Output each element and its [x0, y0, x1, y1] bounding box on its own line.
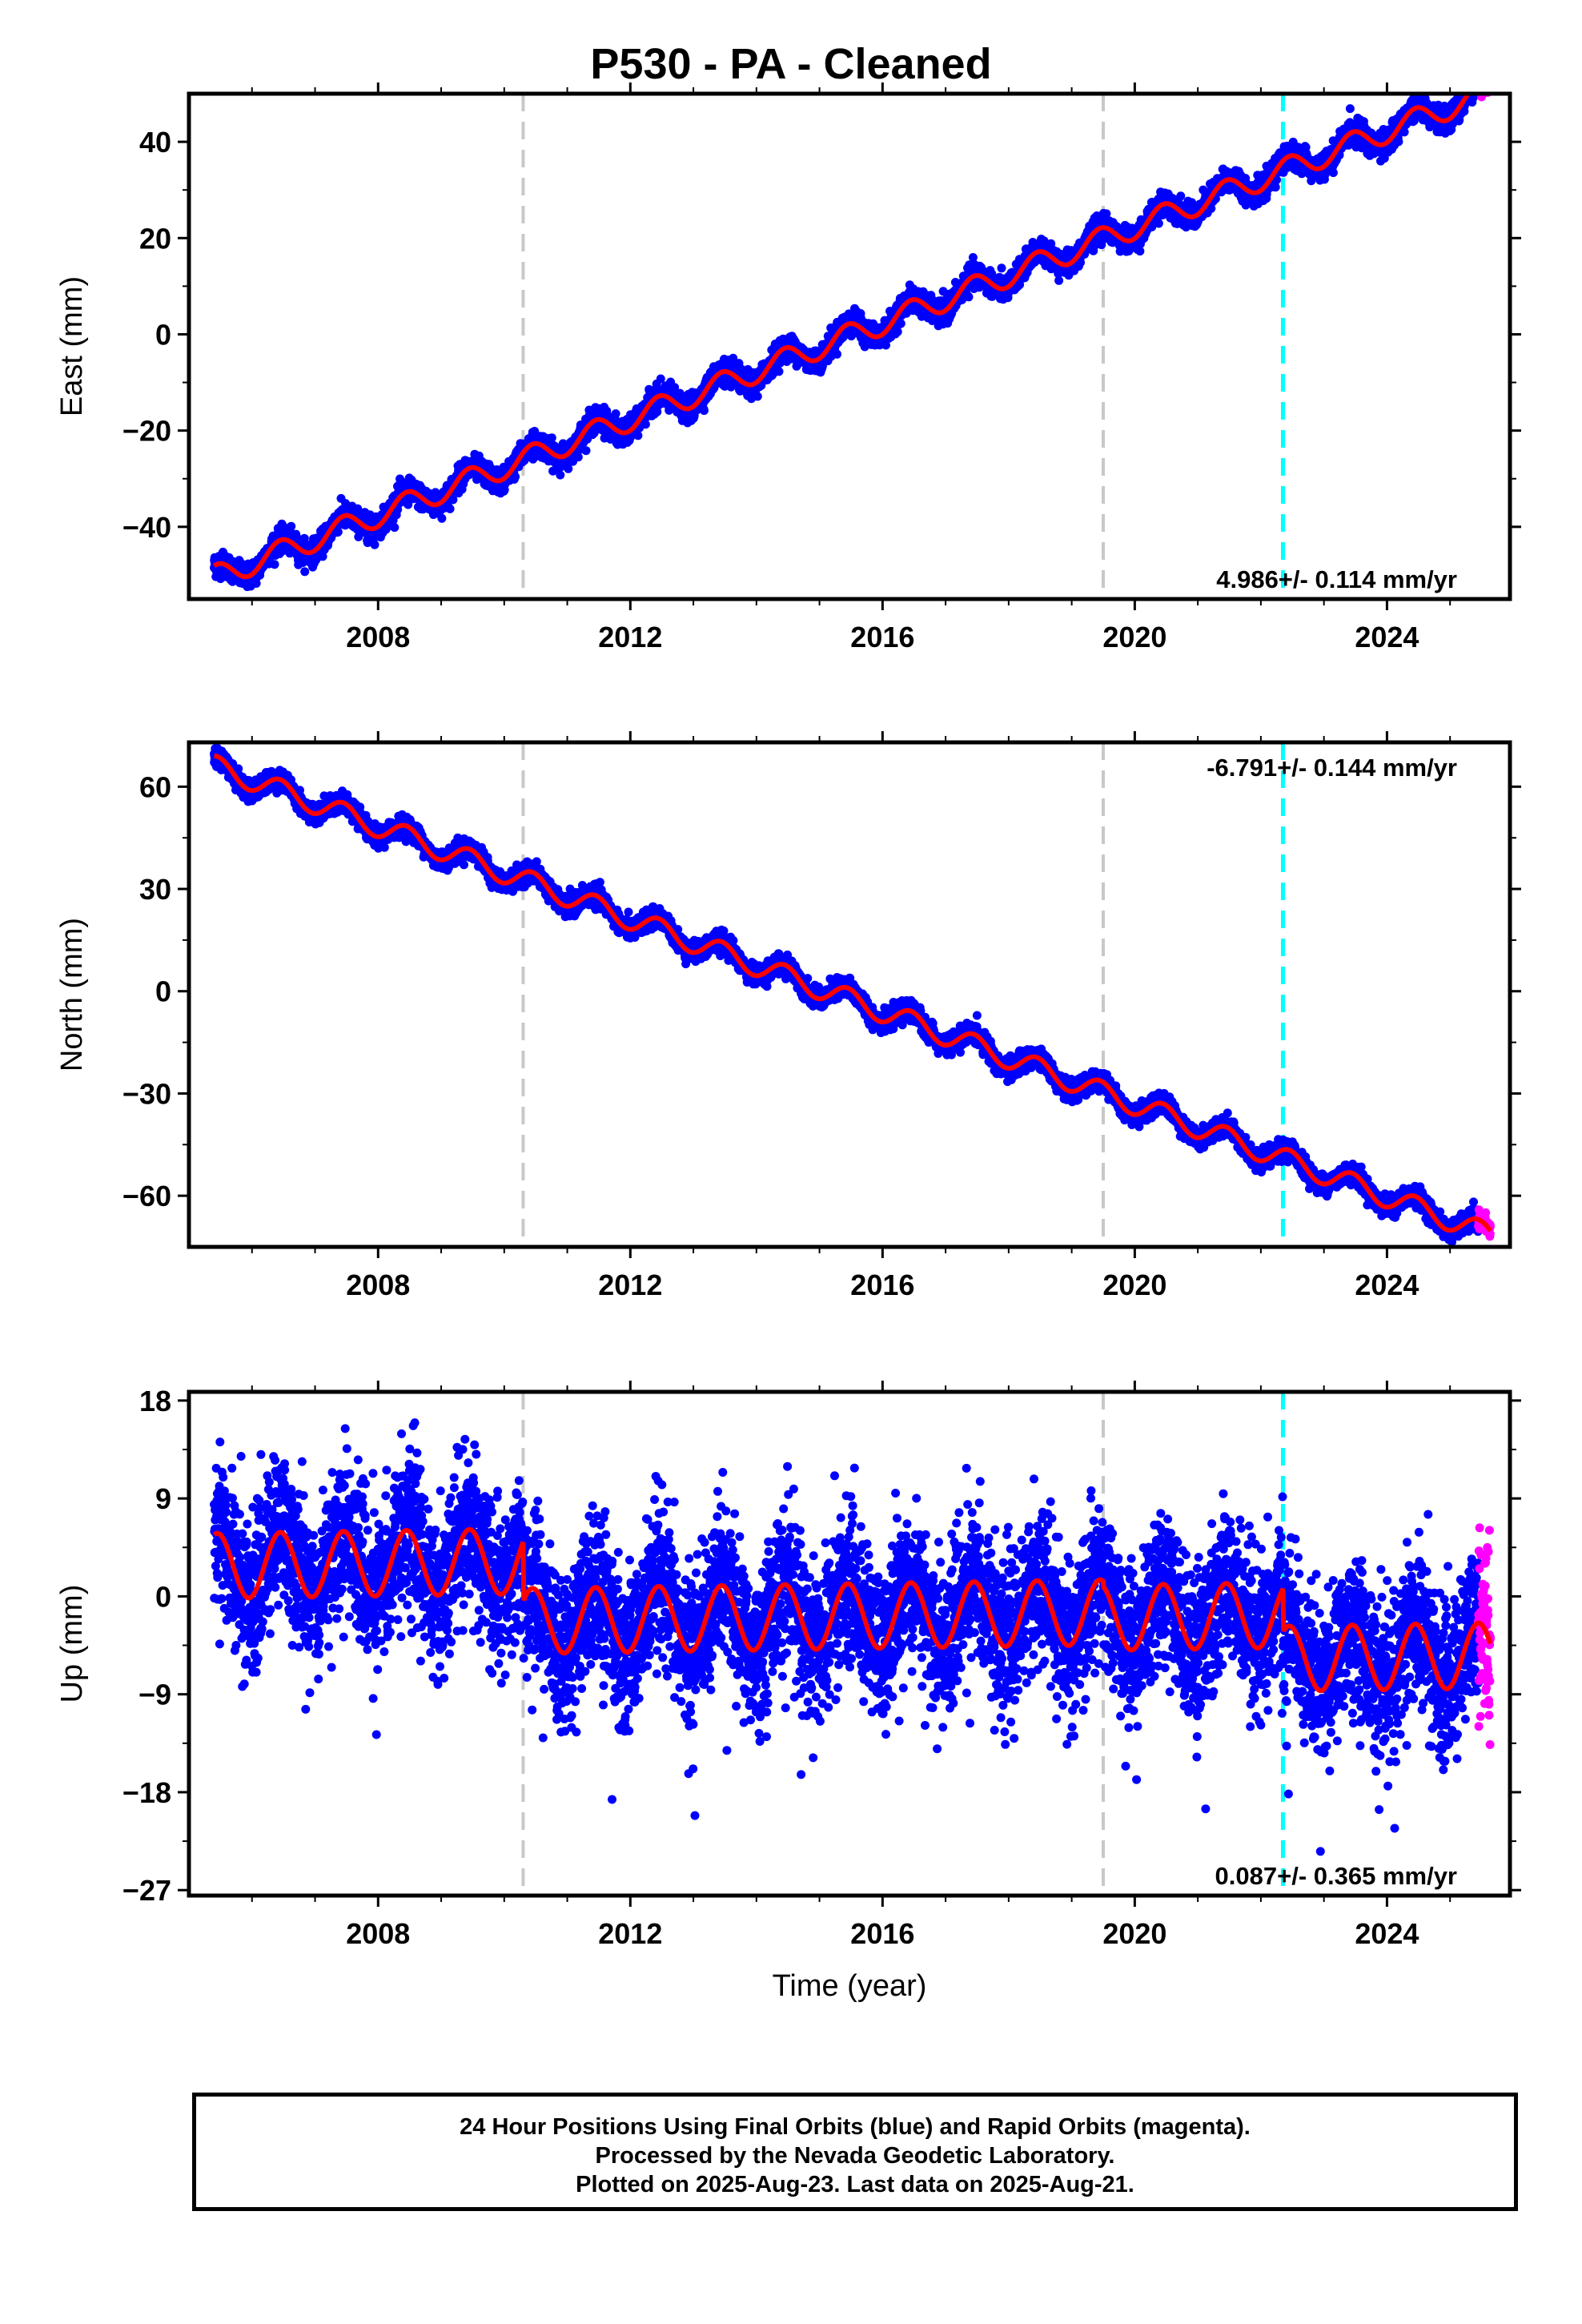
- data-point: [611, 409, 620, 419]
- data-point: [893, 327, 902, 336]
- data-point: [573, 452, 583, 462]
- data-point: [437, 513, 447, 523]
- data-point: [390, 523, 400, 533]
- data-point: [896, 319, 905, 328]
- data-point: [833, 349, 841, 359]
- data-point: [547, 433, 556, 443]
- data-point: [445, 504, 455, 513]
- chart-title: P530 - PA - Cleaned: [590, 40, 991, 88]
- data-point: [370, 540, 379, 549]
- data-point: [964, 292, 974, 302]
- data-point: [287, 521, 296, 531]
- data-point: [270, 560, 279, 569]
- data-point: [700, 406, 709, 416]
- data-points-east: [210, 94, 1494, 592]
- data-point: [333, 527, 343, 537]
- data-point: [753, 392, 762, 401]
- data-point: [1054, 275, 1064, 285]
- data-point: [997, 263, 1006, 273]
- data-point: [511, 472, 520, 481]
- data-point: [300, 567, 310, 577]
- data-point: [633, 431, 643, 440]
- data-point: [774, 367, 784, 376]
- data-point: [581, 446, 591, 456]
- data-point: [556, 470, 565, 480]
